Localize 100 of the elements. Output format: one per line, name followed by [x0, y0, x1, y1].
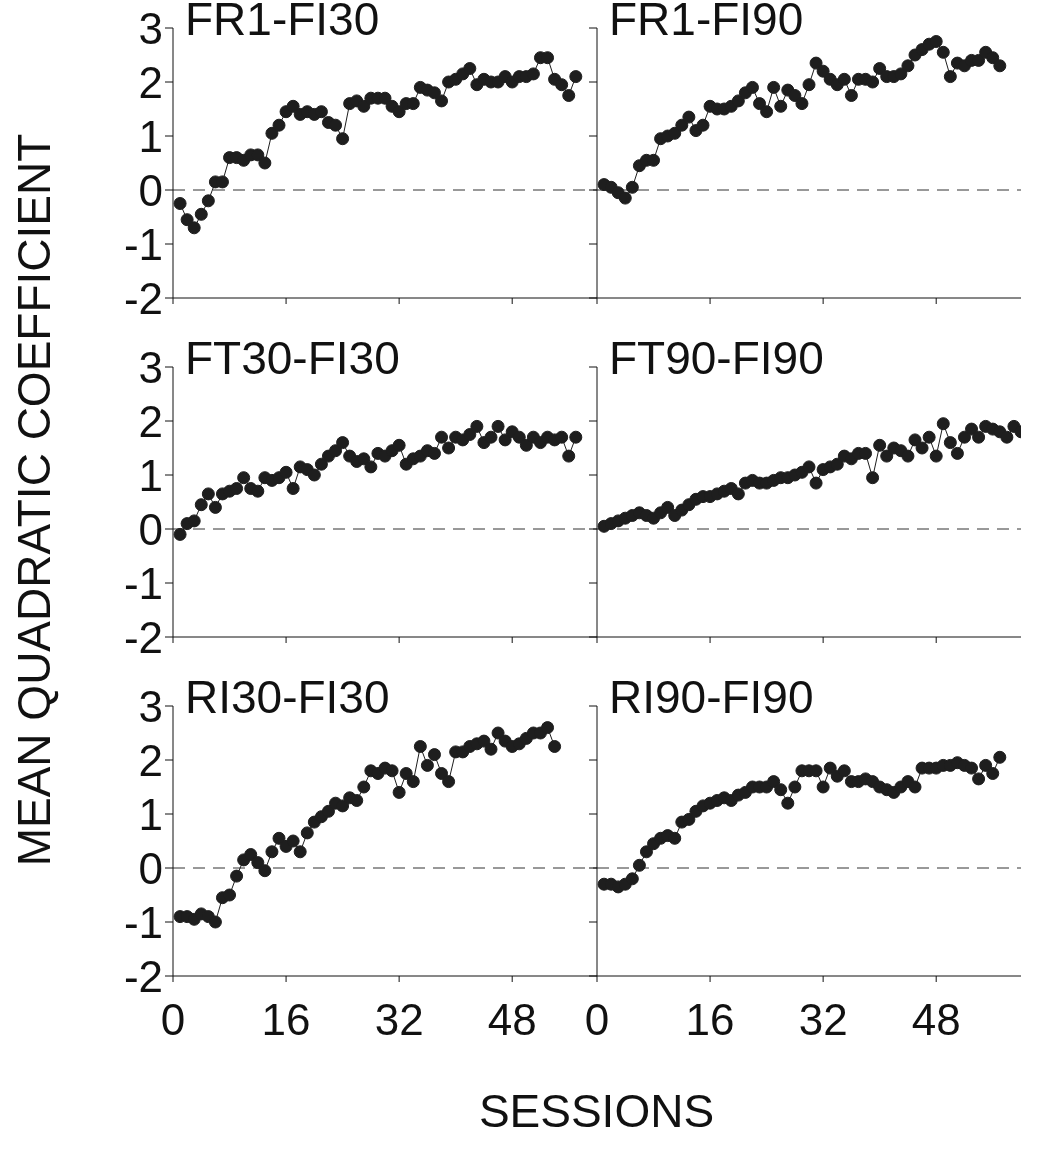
- chart-title: FR1-FI30: [185, 0, 380, 45]
- y-tick-label: 0: [138, 843, 163, 893]
- point: [767, 80, 781, 94]
- point: [406, 775, 420, 789]
- point: [201, 487, 215, 501]
- point: [180, 213, 194, 227]
- point: [329, 444, 343, 458]
- y-tick-label: 2: [138, 396, 163, 446]
- point: [321, 804, 335, 818]
- point: [230, 482, 244, 495]
- point: [477, 734, 491, 748]
- point: [908, 780, 922, 794]
- point: [972, 772, 986, 786]
- point: [668, 126, 682, 140]
- point: [837, 764, 851, 778]
- point: [272, 118, 286, 132]
- y-tick-label: 1: [138, 111, 163, 161]
- point: [463, 428, 477, 441]
- point: [816, 780, 830, 794]
- x-tick-label: 48: [487, 995, 537, 1045]
- y-tick-label: 3: [138, 681, 163, 731]
- point: [435, 430, 449, 444]
- point: [307, 468, 321, 482]
- point: [760, 105, 774, 119]
- point: [972, 430, 986, 444]
- y-tick-label: -1: [123, 897, 163, 947]
- point: [427, 748, 441, 762]
- x-tick-label: 16: [261, 995, 311, 1045]
- x-tick-label: 16: [685, 995, 735, 1045]
- point: [929, 35, 943, 48]
- point: [350, 794, 364, 807]
- point: [788, 780, 802, 794]
- point: [795, 97, 809, 111]
- point: [965, 422, 979, 436]
- point: [668, 831, 682, 845]
- point: [392, 438, 406, 452]
- point: [1000, 430, 1014, 444]
- point: [993, 750, 1007, 764]
- point: [329, 118, 343, 132]
- x-tick-label: 0: [584, 995, 610, 1045]
- point: [562, 89, 576, 102]
- point: [357, 780, 371, 794]
- point: [562, 449, 576, 463]
- point: [357, 452, 371, 466]
- point: [965, 761, 979, 775]
- point: [258, 156, 272, 170]
- point: [194, 207, 208, 221]
- y-tick-label: -2: [123, 951, 163, 1001]
- point: [682, 812, 696, 826]
- point: [802, 460, 816, 474]
- point: [661, 500, 675, 514]
- point: [625, 872, 639, 886]
- point: [364, 460, 378, 474]
- point: [413, 740, 427, 753]
- point: [336, 799, 350, 813]
- point: [915, 441, 929, 455]
- point: [823, 761, 837, 775]
- point: [314, 457, 328, 471]
- point: [548, 740, 562, 753]
- point: [519, 438, 533, 452]
- point: [802, 78, 816, 92]
- point: [498, 433, 512, 447]
- point: [279, 465, 293, 479]
- point: [399, 767, 413, 780]
- point: [187, 514, 201, 528]
- point: [187, 221, 201, 235]
- point: [774, 99, 788, 113]
- point: [781, 796, 795, 810]
- point: [555, 430, 569, 444]
- x-tick-label: 32: [374, 995, 424, 1045]
- point: [272, 831, 286, 845]
- point: [979, 758, 993, 772]
- point: [435, 94, 449, 108]
- point: [470, 419, 484, 433]
- point: [173, 197, 187, 210]
- point: [972, 53, 986, 67]
- y-tick-label: -2: [123, 612, 163, 662]
- x-axis-title: SESSIONS: [477, 1085, 716, 1137]
- y-tick-label: 0: [138, 165, 163, 215]
- point: [745, 80, 759, 94]
- y-tick-label: 2: [138, 735, 163, 785]
- y-tick-label: -2: [123, 273, 163, 323]
- point: [639, 845, 653, 859]
- point: [442, 775, 456, 789]
- point: [943, 70, 957, 84]
- point: [943, 436, 957, 450]
- x-tick-label: 48: [911, 995, 961, 1045]
- point: [392, 105, 406, 119]
- chart-title: FT30-FI30: [185, 332, 400, 384]
- point: [251, 484, 265, 498]
- point: [830, 457, 844, 471]
- point: [936, 45, 950, 59]
- point: [201, 194, 215, 208]
- point: [286, 482, 300, 495]
- point: [237, 471, 251, 485]
- point: [385, 764, 399, 778]
- point: [230, 869, 244, 883]
- y-tick-label: 0: [138, 504, 163, 554]
- point: [936, 417, 950, 431]
- point: [844, 89, 858, 102]
